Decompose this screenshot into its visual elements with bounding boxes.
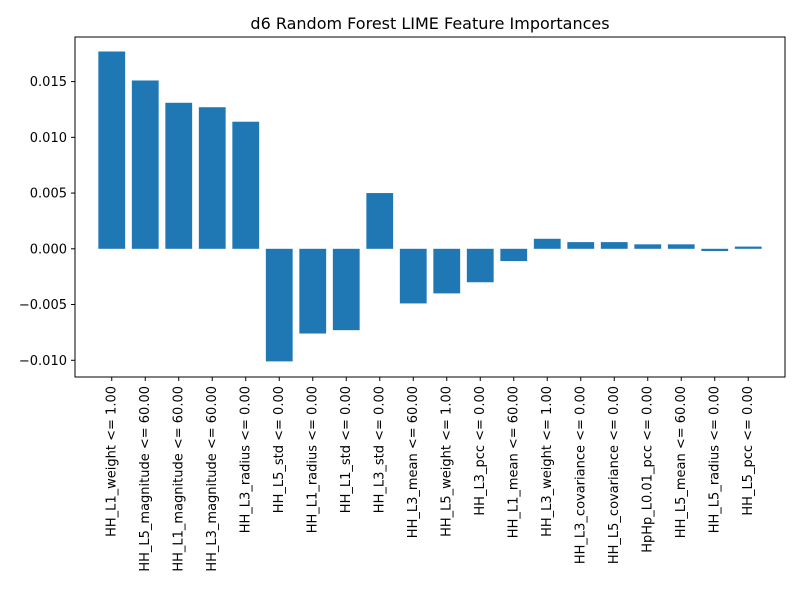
x-tick-label: HH_L3_weight <= 1.00 xyxy=(540,386,555,537)
bar-17 xyxy=(634,244,662,249)
y-tick-label: −0.005 xyxy=(19,298,67,313)
x-tick-label: HH_L1_mean <= 60.00 xyxy=(506,386,521,538)
bar-18 xyxy=(667,244,695,249)
bars-layer xyxy=(98,51,762,362)
x-tick-label: HH_L3_radius <= 0.00 xyxy=(238,386,253,533)
x-tick-label: HH_L1_weight <= 1.00 xyxy=(104,386,119,537)
bar-10 xyxy=(399,248,427,304)
x-tick-label: HH_L3_magnitude <= 60.00 xyxy=(205,386,220,572)
x-tick-label: HH_L5_radius <= 0.00 xyxy=(707,386,722,533)
x-tick-label: HH_L3_std <= 0.00 xyxy=(372,386,387,513)
x-tick-label: HH_L1_magnitude <= 60.00 xyxy=(171,386,186,572)
bar-4 xyxy=(198,107,226,249)
chart-title: d6 Random Forest LIME Feature Importance… xyxy=(250,14,609,33)
y-tick-label: 0.005 xyxy=(30,187,67,202)
bar-2 xyxy=(131,80,159,249)
x-tick-label: HH_L5_magnitude <= 60.00 xyxy=(138,386,153,572)
x-tick-label: HH_L3_pcc <= 0.00 xyxy=(473,386,488,516)
x-tick-label: HH_L1_radius <= 0.00 xyxy=(305,386,320,533)
x-tick-label: HH_L1_std <= 0.00 xyxy=(339,386,354,513)
bar-9 xyxy=(366,193,394,249)
bar-20 xyxy=(734,246,762,249)
bar-8 xyxy=(332,248,360,331)
bar-7 xyxy=(299,248,327,334)
bar-1 xyxy=(98,51,126,249)
y-tick-label: 0.000 xyxy=(30,242,67,257)
bar-5 xyxy=(232,121,260,249)
x-tick-label: HH_L5_pcc <= 0.00 xyxy=(741,386,756,516)
bar-11 xyxy=(433,248,461,294)
x-tick-label: HH_L3_mean <= 60.00 xyxy=(406,386,421,538)
x-tick-label: HH_L5_covariance <= 0.00 xyxy=(607,386,622,564)
bar-13 xyxy=(500,248,528,262)
x-tick-label: HH_L5_std <= 0.00 xyxy=(272,386,287,513)
plot-frame xyxy=(74,36,786,378)
y-tick-label: −0.010 xyxy=(19,354,67,369)
x-tick-label: HH_L5_mean <= 60.00 xyxy=(674,386,689,538)
x-axis: HH_L1_weight <= 1.00 HH_L5_magnitude <= 6… xyxy=(104,377,756,572)
x-tick-label: HH_L5_weight <= 1.00 xyxy=(439,386,454,537)
bar-12 xyxy=(466,248,494,283)
y-tick-label: 0.010 xyxy=(30,131,67,146)
y-axis: −0.010 −0.005 0.000 0.005 0.010 0.015 xyxy=(19,75,75,369)
bar-19 xyxy=(701,248,729,252)
bar-3 xyxy=(165,102,193,249)
x-tick-label: HH_L3_covariance <= 0.00 xyxy=(573,386,588,564)
bar-6 xyxy=(265,248,293,362)
y-tick-label: 0.015 xyxy=(30,75,67,90)
bar-14 xyxy=(533,238,561,249)
bar-16 xyxy=(600,242,628,249)
bar-15 xyxy=(567,242,595,249)
x-tick-label: HpHp_L0.01_pcc <= 0.00 xyxy=(640,386,655,553)
